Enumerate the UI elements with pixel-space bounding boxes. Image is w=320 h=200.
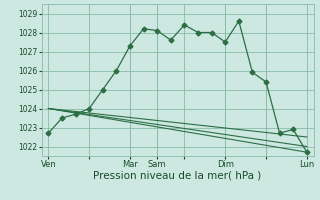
- X-axis label: Pression niveau de la mer( hPa ): Pression niveau de la mer( hPa ): [93, 171, 262, 181]
